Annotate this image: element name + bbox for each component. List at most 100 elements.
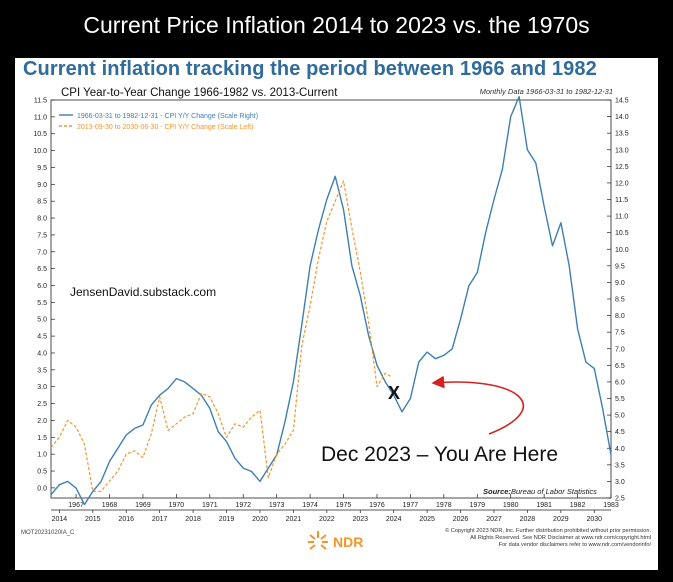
bottom-tick-label-8: 2022	[319, 516, 335, 523]
bottom-tick-label-15: 2029	[553, 516, 569, 523]
right-tick-label-23: 14.0	[615, 114, 629, 121]
left-tick-label-8: 4.0	[37, 350, 47, 357]
right-tick-label-10: 7.5	[615, 330, 625, 337]
left-axis: 0.0 0.5 1.0 1.5 2.0 2.5 3.0 3.5 4.0 4.5 5.0 5.5 6.0 6…	[33, 98, 55, 492]
bottom-tick-label-3: 2017	[152, 516, 168, 523]
left-tick-label-7: 3.5	[37, 367, 47, 374]
you-are-here-marker: X	[388, 383, 400, 403]
ndr-logo-icon	[308, 531, 328, 550]
left-tick-label-2: 1.0	[37, 452, 47, 459]
left-tick-label-19: 9.5	[37, 165, 47, 172]
left-tick-label-10: 5.0	[37, 317, 47, 324]
top-tick-label-5: 1972	[235, 502, 251, 509]
callout-background	[313, 434, 603, 470]
copyright-line-2: All Rights Reserved. See NDR Disclaimer …	[470, 535, 651, 541]
top-tick-label-2: 1969	[135, 502, 151, 509]
left-tick-label-12: 6.0	[37, 283, 47, 290]
chart-subtitle: Monthly Data 1966-03-31 to 1982-12-31	[480, 87, 613, 96]
left-tick-label-22: 11.0	[34, 114, 47, 121]
ndr-logo-text: NDR	[333, 534, 363, 550]
right-tick-label-9: 7.0	[615, 346, 625, 353]
chart-panel: 0.0 0.5 1.0 1.5 2.0 2.5 3.0 3.5 4.0 4.5 5.0 5.5 6.0 6…	[15, 58, 658, 570]
right-tick-label-11: 8.0	[615, 313, 625, 320]
top-tick-label-8: 1975	[336, 502, 352, 509]
right-tick-label-16: 10.5	[615, 230, 629, 237]
bottom-tick-label-16: 2030	[586, 516, 602, 523]
right-tick-label-24: 14.5	[615, 98, 629, 105]
footer-code: MOT20231020IA_C	[21, 530, 75, 536]
chart-svg: 0.0 0.5 1.0 1.5 2.0 2.5 3.0 3.5 4.0 4.5 5.0 5.5 6.0 6…	[21, 87, 652, 550]
banner-title: Current Price Inflation 2014 to 2023 vs.…	[83, 12, 590, 38]
top-tick-label-0: 1967	[68, 502, 84, 509]
chart-headline: Current inflation tracking the period be…	[23, 58, 597, 80]
left-tick-label-15: 7.5	[37, 232, 47, 239]
right-tick-label-13: 9.0	[615, 280, 625, 287]
right-tick-label-14: 9.5	[615, 263, 625, 270]
left-tick-label-18: 9.0	[37, 182, 47, 189]
top-tick-label-6: 1973	[269, 502, 285, 509]
left-tick-label-13: 6.5	[37, 266, 47, 273]
source-label: Source:	[483, 487, 511, 496]
bottom-tick-label-9: 2023	[352, 516, 368, 523]
left-tick-label-0: 0.0	[37, 485, 47, 492]
plot-frame	[50, 99, 612, 499]
left-tick-label-4: 2.0	[37, 418, 47, 425]
left-tick-label-6: 3.0	[37, 384, 47, 391]
series-line-1970s	[50, 96, 612, 506]
left-tick-label-3: 1.5	[37, 435, 47, 442]
right-tick-label-19: 12.0	[615, 180, 629, 187]
bottom-tick-label-6: 2020	[252, 516, 268, 523]
top-tick-label-3: 1970	[169, 502, 185, 509]
left-tick-label-16: 8.0	[37, 216, 47, 223]
right-tick-label-12: 8.5	[615, 297, 625, 304]
right-tick-label-3: 4.0	[615, 446, 625, 453]
left-tick-label-17: 8.5	[37, 199, 47, 206]
bottom-tick-label-0: 2014	[52, 516, 68, 523]
legend-label-current: 2013-09-30 to 2030-06-30 - CPI Y/Y Chang…	[77, 124, 253, 131]
x-axis-bottom: 2014 2015 2016 2017 2018 2019 2020 2021 2022 2023…	[51, 509, 611, 523]
right-tick-label-15: 10.0	[615, 247, 629, 254]
left-tick-label-11: 5.5	[37, 300, 47, 307]
series-layer	[50, 96, 612, 506]
top-tick-label-12: 1979	[469, 502, 485, 509]
right-tick-label-7: 6.0	[615, 379, 625, 386]
top-tick-label-14: 1981	[536, 502, 552, 509]
right-tick-label-22: 13.5	[615, 131, 629, 138]
right-tick-label-1: 3.0	[615, 479, 625, 486]
bottom-tick-label-10: 2024	[386, 516, 402, 523]
top-tick-label-11: 1978	[436, 502, 452, 509]
top-tick-label-4: 1971	[202, 502, 218, 509]
right-tick-label-18: 11.5	[615, 197, 628, 204]
right-axis: 2.5 3.0 3.5 4.0 4.5 5.0 5.5 6.0 6.5 7.0 7.5 8.0 8.5 9…	[607, 98, 629, 503]
left-tick-label-23: 11.5	[34, 98, 47, 105]
left-tick-label-14: 7.0	[37, 249, 47, 256]
x-axis-top: 1967 1968 1969 1970 1971 1972 1973 1974 1975 1976…	[68, 494, 619, 509]
top-tick-label-10: 1977	[403, 502, 419, 509]
right-tick-label-17: 11.0	[615, 214, 628, 221]
right-tick-label-6: 5.5	[615, 396, 625, 403]
right-tick-label-5: 5.0	[615, 413, 625, 420]
left-tick-label-5: 2.5	[37, 401, 47, 408]
bottom-tick-label-2: 2016	[118, 516, 134, 523]
copyright-line-1: © Copyright 2023 NDR, Inc. Further distr…	[445, 527, 651, 534]
bottom-tick-label-12: 2026	[453, 516, 469, 523]
right-tick-label-0: 2.5	[615, 496, 625, 503]
bottom-tick-label-13: 2027	[486, 516, 502, 523]
top-tick-label-1: 1968	[102, 502, 118, 509]
source-value: Bureau of Labor Statistics	[511, 487, 597, 496]
watermark-text: JensenDavid.substack.com	[70, 285, 216, 299]
left-tick-label-21: 10.5	[33, 131, 47, 138]
callout-arrow	[431, 375, 524, 435]
bottom-tick-label-5: 2019	[219, 516, 235, 523]
right-tick-label-20: 12.5	[615, 164, 629, 171]
legend-label-1970s: 1966-03-31 to 1982-12-31 - CPI Y/Y Chang…	[77, 113, 258, 120]
right-tick-label-21: 13.0	[615, 147, 629, 154]
copyright-line-3: For data vendor disclaimers refer to www…	[499, 542, 652, 548]
right-tick-label-8: 6.5	[615, 363, 625, 370]
chart-title: CPI Year-to-Year Change 1966-1982 vs. 20…	[61, 87, 338, 99]
top-tick-label-7: 1974	[302, 502, 318, 509]
bottom-tick-label-14: 2028	[520, 516, 536, 523]
top-tick-label-9: 1976	[369, 502, 385, 509]
bottom-tick-label-7: 2021	[286, 516, 302, 523]
ndr-logo: NDR	[308, 531, 363, 550]
